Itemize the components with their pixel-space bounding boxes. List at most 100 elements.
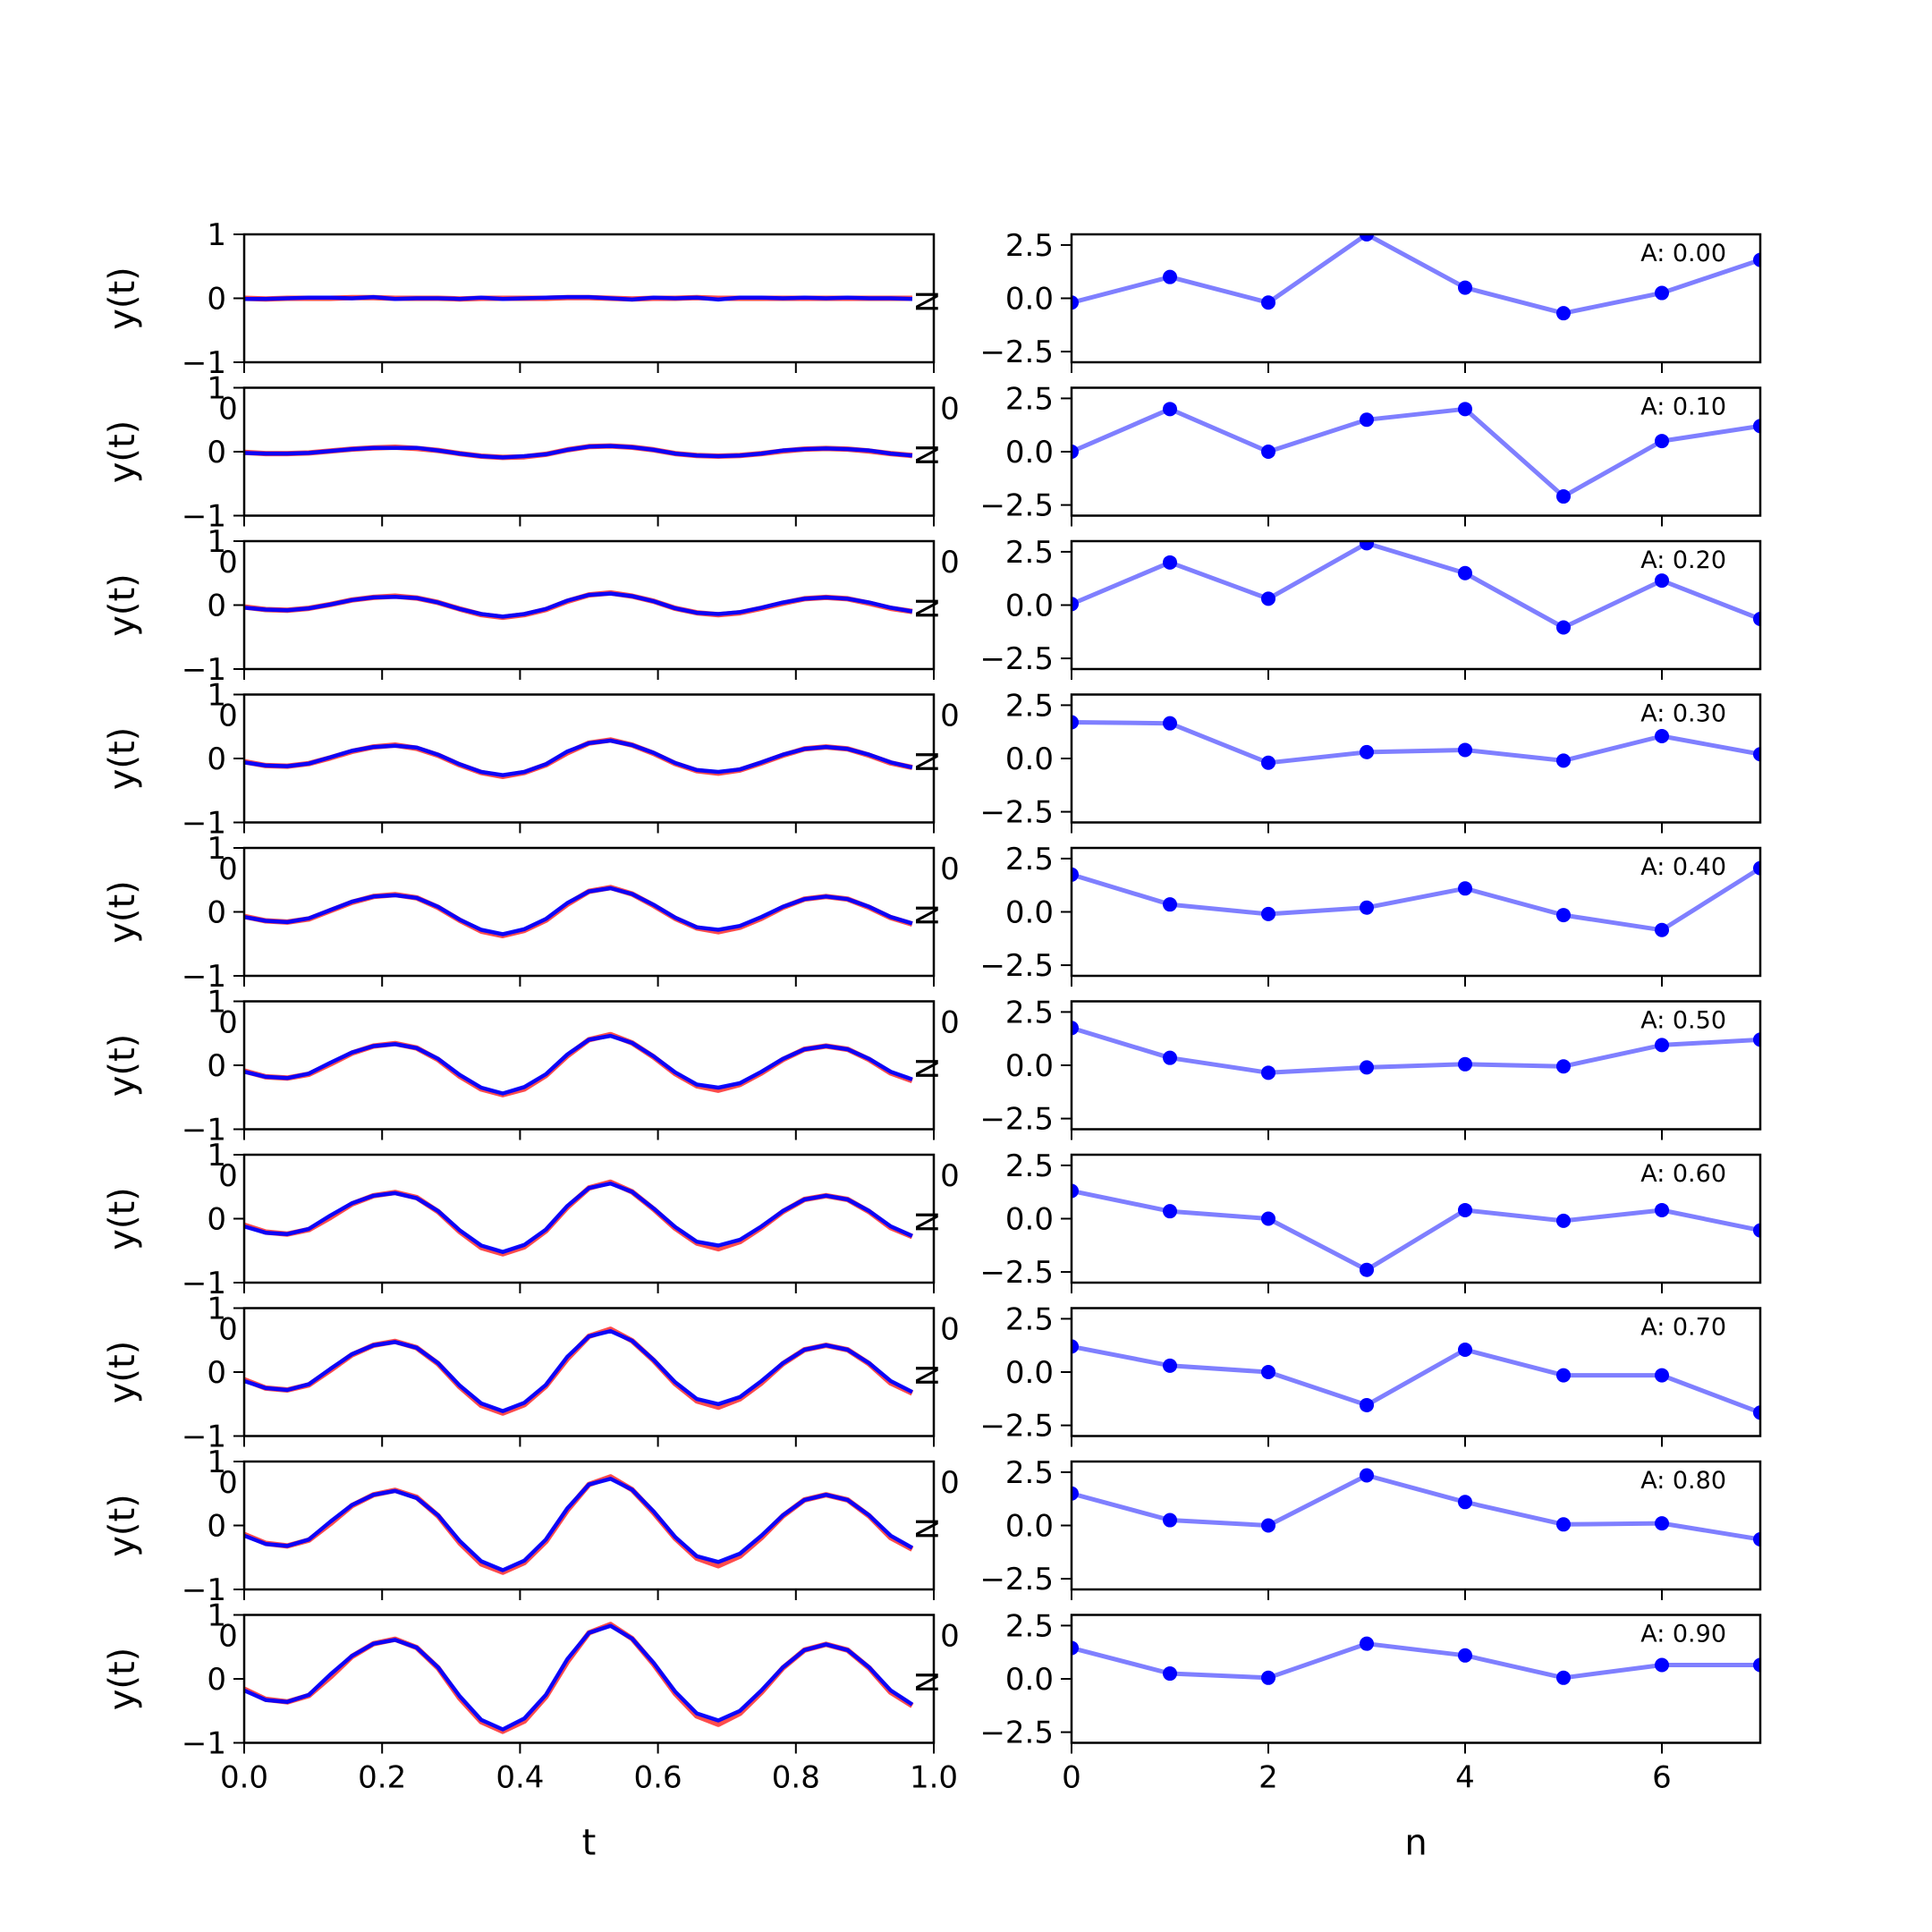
data-point [1458, 1342, 1472, 1357]
data-point [1655, 1368, 1669, 1383]
side-label: N [908, 597, 944, 619]
y-tick-label: −1 [182, 1266, 226, 1301]
y-tick-label: 1 [207, 985, 226, 1021]
data-point [1458, 1648, 1472, 1663]
blue-series-line [244, 1181, 913, 1254]
data-point [1072, 597, 1079, 612]
y-tick-label: 2.5 [1005, 688, 1054, 724]
data-point [1163, 1666, 1177, 1682]
blue-series-line [244, 886, 913, 936]
n-panel-0: 2.5 0.0 −2.5 A: 0.00 [979, 228, 1762, 373]
y-axis-label: y(t) [102, 727, 143, 791]
blue-series-line [244, 444, 913, 460]
data-point [1163, 1050, 1177, 1065]
y-tick-label: −1 [182, 1419, 226, 1455]
data-point [1753, 1531, 1760, 1546]
x-axis-label: n [1404, 1823, 1427, 1864]
amplitude-label: A: 0.40 [1640, 853, 1726, 881]
side-label: N [908, 750, 944, 773]
data-point [1360, 234, 1374, 242]
y-tick-label: 0.0 [1005, 1202, 1054, 1238]
y-tick-label: 1 [207, 1138, 226, 1174]
y-tick-label: 0 [207, 435, 226, 470]
x-tick-label: 0.4 [496, 1760, 544, 1796]
data-point [1072, 1021, 1079, 1036]
series-line [1072, 1641, 1760, 1681]
y-tick-label: 0 [207, 1509, 226, 1545]
side-label: 0 [940, 392, 960, 428]
y-tick-label: −1 [182, 806, 226, 842]
plot-area [244, 294, 912, 302]
y-tick-label: 2.5 [1005, 1148, 1054, 1184]
data-point [1261, 1670, 1275, 1685]
y-tick-label: −1 [182, 959, 226, 995]
y-tick-label: 0.0 [1005, 435, 1054, 470]
y-tick-label: −2.5 [979, 1716, 1054, 1751]
x-axis-label: t [582, 1823, 597, 1864]
data-point [1072, 1640, 1079, 1656]
t-panel-1: 10−1y(t) N [102, 371, 944, 535]
data-point [1072, 867, 1079, 882]
t-panel-5: 10−1y(t) N [102, 985, 944, 1148]
amplitude-label: A: 0.80 [1640, 1467, 1726, 1495]
data-point [1261, 906, 1275, 921]
t-panel-0: 1 0 −1 y(t) N [102, 217, 944, 381]
amplitude-label: A: 0.50 [1640, 1007, 1726, 1035]
data-point [1753, 1405, 1760, 1420]
y-tick-label: 0.0 [1005, 741, 1054, 777]
y-tick-label: 2.5 [1005, 842, 1054, 877]
t-panel-6: 10−1y(t) N [102, 1138, 944, 1301]
plot-area [244, 1031, 913, 1097]
data-point [1556, 753, 1571, 768]
data-point [1261, 445, 1275, 459]
y-axis-label: y(t) [102, 880, 143, 944]
data-point [1655, 285, 1669, 301]
y-axis-label: y(t) [102, 1034, 143, 1097]
y-tick-label: −2.5 [979, 335, 1054, 370]
side-label: N [908, 290, 944, 312]
plot-area [244, 1474, 914, 1575]
y-tick-label: 1 [207, 831, 226, 867]
data-point [1655, 1657, 1669, 1673]
plot-area [1072, 860, 1760, 937]
plot-area [244, 589, 913, 621]
side-label: 0 [940, 1619, 960, 1655]
data-point [1458, 742, 1472, 758]
data-point [1261, 591, 1275, 606]
side-label: 0 [940, 545, 960, 580]
overlap-tick-fragment: 0 [218, 1312, 238, 1348]
y-tick-label: 0.0 [1005, 895, 1054, 931]
overlap-tick-fragment: 0 [218, 1619, 238, 1655]
y-axis-label: y(t) [102, 267, 143, 330]
y-tick-label: −1 [182, 1113, 226, 1148]
y-tick-label: −2.5 [979, 1102, 1054, 1138]
y-tick-label: 0.0 [1005, 1355, 1054, 1391]
n-panel-5: 2.5 0.0 −2.5 0 A: 0.50 [940, 995, 1762, 1140]
n-panel-4: 2.5 0.0 −2.5 0 A: 0.40 [940, 842, 1762, 987]
y-tick-label: −2.5 [979, 488, 1054, 524]
t-panel-3: 10−1y(t) N [102, 678, 944, 842]
side-label: N [908, 903, 944, 926]
y-tick-label: −2.5 [979, 1409, 1054, 1445]
amplitude-label: A: 0.30 [1640, 700, 1726, 728]
blue-series-line [244, 738, 913, 777]
y-tick-label: 1 [207, 1292, 226, 1327]
series-line [1072, 720, 1760, 766]
y-axis-label: y(t) [102, 420, 143, 484]
y-axis-label: y(t) [102, 573, 143, 637]
plot-area [1072, 541, 1760, 635]
data-point [1458, 1202, 1472, 1217]
y-tick-label: 2.5 [1005, 1608, 1054, 1644]
data-point [1753, 611, 1760, 626]
y-tick-label: −2.5 [979, 948, 1054, 984]
data-point [1753, 860, 1760, 876]
y-tick-label: −1 [182, 652, 226, 688]
n-panel-6: 2.5 0.0 −2.5 0 A: 0.60 [940, 1148, 1762, 1293]
data-point [1753, 1657, 1760, 1673]
y-tick-label: −1 [182, 499, 226, 535]
y-tick-label: 0.0 [1005, 1048, 1054, 1084]
y-tick-label: 1 [207, 1445, 226, 1480]
data-point [1261, 295, 1275, 310]
plot-area [244, 1326, 914, 1416]
